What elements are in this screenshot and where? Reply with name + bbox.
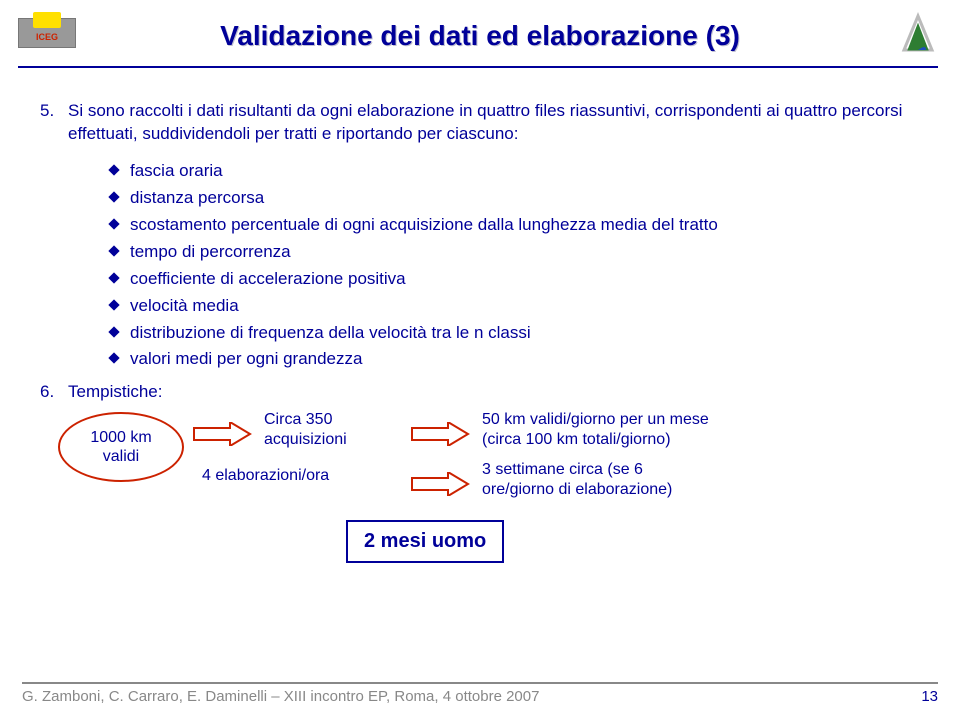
bullet-list: fascia oraria distanza percorsa scostame… bbox=[110, 160, 920, 372]
summary-box: 2 mesi uomo bbox=[346, 520, 504, 563]
diagram-text-acquisizioni: Circa 350 acquisizioni bbox=[264, 410, 347, 450]
arrow-icon bbox=[410, 422, 470, 446]
page-number: 13 bbox=[921, 688, 938, 705]
item5-text: Si sono raccolti i dati risultanti da og… bbox=[68, 100, 920, 146]
timing-diagram: 1000 km validi Circa 350 acquisizioni 50… bbox=[40, 406, 920, 546]
footer-text: G. Zamboni, C. Carraro, E. Daminelli – X… bbox=[22, 688, 539, 705]
footer: G. Zamboni, C. Carraro, E. Daminelli – X… bbox=[22, 682, 938, 705]
ellipse-line1: 1000 km bbox=[90, 429, 151, 446]
content-area: 5. Si sono raccolti i dati risultanti da… bbox=[40, 100, 920, 546]
ellipse-line2: validi bbox=[103, 448, 139, 465]
item6-text: Tempistiche: bbox=[68, 382, 162, 401]
title-underline bbox=[18, 66, 938, 68]
bullet-item: coefficiente di accelerazione positiva bbox=[110, 268, 920, 291]
list-item-5: 5. Si sono raccolti i dati risultanti da… bbox=[40, 100, 920, 146]
item5-number: 5. bbox=[40, 100, 68, 146]
item6-number: 6. bbox=[40, 381, 68, 404]
ellipse-1000km: 1000 km validi bbox=[58, 412, 184, 482]
bullet-item: tempo di percorrenza bbox=[110, 241, 920, 264]
arrow-icon bbox=[192, 422, 252, 446]
diagram-text-elaborazioni: 4 elaborazioni/ora bbox=[202, 466, 329, 486]
diagram-text-50km: 50 km validi/giorno per un mese (circa 1… bbox=[482, 410, 709, 450]
bullet-item: fascia oraria bbox=[110, 160, 920, 183]
bullet-item: scostamento percentuale di ogni acquisiz… bbox=[110, 214, 920, 237]
arrow-icon bbox=[410, 472, 470, 496]
bullet-item: distribuzione di frequenza della velocit… bbox=[110, 322, 920, 345]
list-item-6: 6.Tempistiche: bbox=[40, 381, 920, 404]
diagram-text-settimane: 3 settimane circa (se 6 ore/giorno di el… bbox=[482, 460, 672, 500]
bullet-item: velocità media bbox=[110, 295, 920, 318]
bullet-item: distanza percorsa bbox=[110, 187, 920, 210]
bullet-item: valori medi per ogni grandezza bbox=[110, 348, 920, 371]
page-title: Validazione dei dati ed elaborazione (3) bbox=[0, 20, 960, 52]
